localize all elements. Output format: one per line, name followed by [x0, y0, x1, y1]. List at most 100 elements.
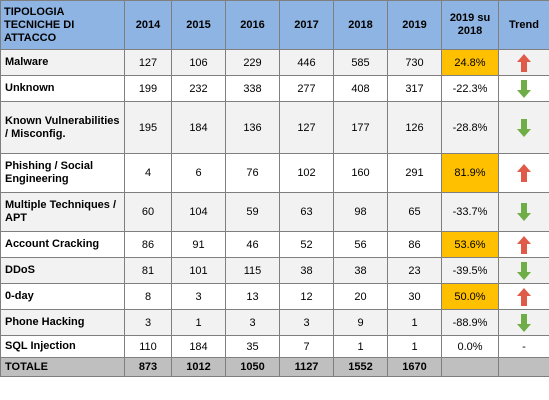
value-cell: 38	[333, 257, 388, 284]
attack-techniques-table: TIPOLOGIA TECNICHE DI ATTACCO 2014 2015 …	[0, 0, 549, 377]
value-cell: 195	[124, 101, 172, 154]
arrow-down-icon	[517, 118, 531, 137]
technique-label: 0-day	[0, 283, 125, 310]
arrow-up-icon	[517, 53, 531, 72]
value-cell: 3	[225, 309, 280, 336]
header-cell-2016: 2016	[225, 0, 280, 50]
value-cell: 60	[124, 192, 172, 232]
arrow-up-icon	[517, 287, 531, 306]
total-row: TOTALE 873 1012 1050 1127 1552 1670	[0, 357, 549, 377]
change-cell: -28.8%	[441, 101, 499, 154]
trend-cell	[498, 231, 549, 258]
value-cell: 585	[333, 49, 388, 76]
table-row: Account Cracking 86 91 46 52 56 86 53.6%	[0, 231, 549, 258]
value-cell: 106	[171, 49, 226, 76]
value-cell: 3	[171, 283, 226, 310]
value-cell: 12	[279, 283, 334, 310]
value-cell: 446	[279, 49, 334, 76]
value-cell: 52	[279, 231, 334, 258]
technique-label: Phone Hacking	[0, 309, 125, 336]
header-cell-trend: Trend	[498, 0, 549, 50]
header-row: TIPOLOGIA TECNICHE DI ATTACCO 2014 2015 …	[0, 0, 549, 50]
trend-cell	[498, 101, 549, 154]
value-cell: 104	[171, 192, 226, 232]
arrow-down-icon	[517, 261, 531, 280]
trend-cell	[498, 49, 549, 76]
change-cell: 53.6%	[441, 231, 499, 258]
value-cell: 115	[225, 257, 280, 284]
arrow-down-icon	[517, 79, 531, 98]
value-cell: 232	[171, 75, 226, 102]
value-cell: 20	[333, 283, 388, 310]
value-cell: 317	[387, 75, 442, 102]
value-cell: 38	[279, 257, 334, 284]
total-value-cell: 1670	[387, 357, 442, 377]
value-cell: 730	[387, 49, 442, 76]
header-cell-change: 2019 su 2018	[441, 0, 499, 50]
total-value-cell: 873	[124, 357, 172, 377]
value-cell: 277	[279, 75, 334, 102]
value-cell: 110	[124, 335, 172, 358]
value-cell: 127	[124, 49, 172, 76]
value-cell: 1	[333, 335, 388, 358]
change-cell: 81.9%	[441, 153, 499, 193]
table-row: Multiple Techniques / APT 60 104 59 63 98 65 -3…	[0, 192, 549, 232]
value-cell: 1	[387, 335, 442, 358]
value-cell: 136	[225, 101, 280, 154]
technique-label: DDoS	[0, 257, 125, 284]
value-cell: 184	[171, 335, 226, 358]
table-row: 0-day 8 3 13 12 20 30 50.0%	[0, 283, 549, 310]
change-cell: 0.0%	[441, 335, 499, 358]
value-cell: 30	[387, 283, 442, 310]
value-cell: 6	[171, 153, 226, 193]
trend-cell	[498, 257, 549, 284]
value-cell: 56	[333, 231, 388, 258]
table-row: Phishing / Social Engineering 4 6 76 102 160 2…	[0, 153, 549, 193]
value-cell: 86	[387, 231, 442, 258]
change-cell: -33.7%	[441, 192, 499, 232]
value-cell: 101	[171, 257, 226, 284]
trend-cell	[498, 75, 549, 102]
value-cell: 4	[124, 153, 172, 193]
value-cell: 81	[124, 257, 172, 284]
arrow-up-icon	[517, 235, 531, 254]
value-cell: 127	[279, 101, 334, 154]
value-cell: 35	[225, 335, 280, 358]
table-row: Malware 127 106 229 446 585 730 24.8%	[0, 49, 549, 76]
technique-label: Known Vulnerabilities / Misconfig.	[0, 101, 125, 154]
header-cell-2014: 2014	[124, 0, 172, 50]
value-cell: 291	[387, 153, 442, 193]
value-cell: 13	[225, 283, 280, 310]
value-cell: 23	[387, 257, 442, 284]
change-cell: -39.5%	[441, 257, 499, 284]
change-cell: -22.3%	[441, 75, 499, 102]
total-empty-cell	[441, 357, 499, 377]
value-cell: 338	[225, 75, 280, 102]
value-cell: 160	[333, 153, 388, 193]
value-cell: 63	[279, 192, 334, 232]
trend-cell	[498, 309, 549, 336]
header-cell-2017: 2017	[279, 0, 334, 50]
value-cell: 65	[387, 192, 442, 232]
arrow-down-icon	[517, 313, 531, 332]
arrow-down-icon	[517, 203, 531, 221]
value-cell: 98	[333, 192, 388, 232]
value-cell: 177	[333, 101, 388, 154]
trend-cell	[498, 153, 549, 193]
value-cell: 408	[333, 75, 388, 102]
value-cell: 3	[124, 309, 172, 336]
table-row: SQL Injection 110 184 35 7 1 1 0.0% -	[0, 335, 549, 358]
value-cell: 59	[225, 192, 280, 232]
technique-label: Multiple Techniques / APT	[0, 192, 125, 232]
table-row: Known Vulnerabilities / Misconfig. 195 184…	[0, 101, 549, 154]
total-value-cell: 1012	[171, 357, 226, 377]
value-cell: 199	[124, 75, 172, 102]
value-cell: 126	[387, 101, 442, 154]
value-cell: 1	[387, 309, 442, 336]
value-cell: 46	[225, 231, 280, 258]
value-cell: 184	[171, 101, 226, 154]
total-empty-cell	[498, 357, 549, 377]
total-label: TOTALE	[0, 357, 125, 377]
value-cell: 1	[171, 309, 226, 336]
value-cell: 91	[171, 231, 226, 258]
